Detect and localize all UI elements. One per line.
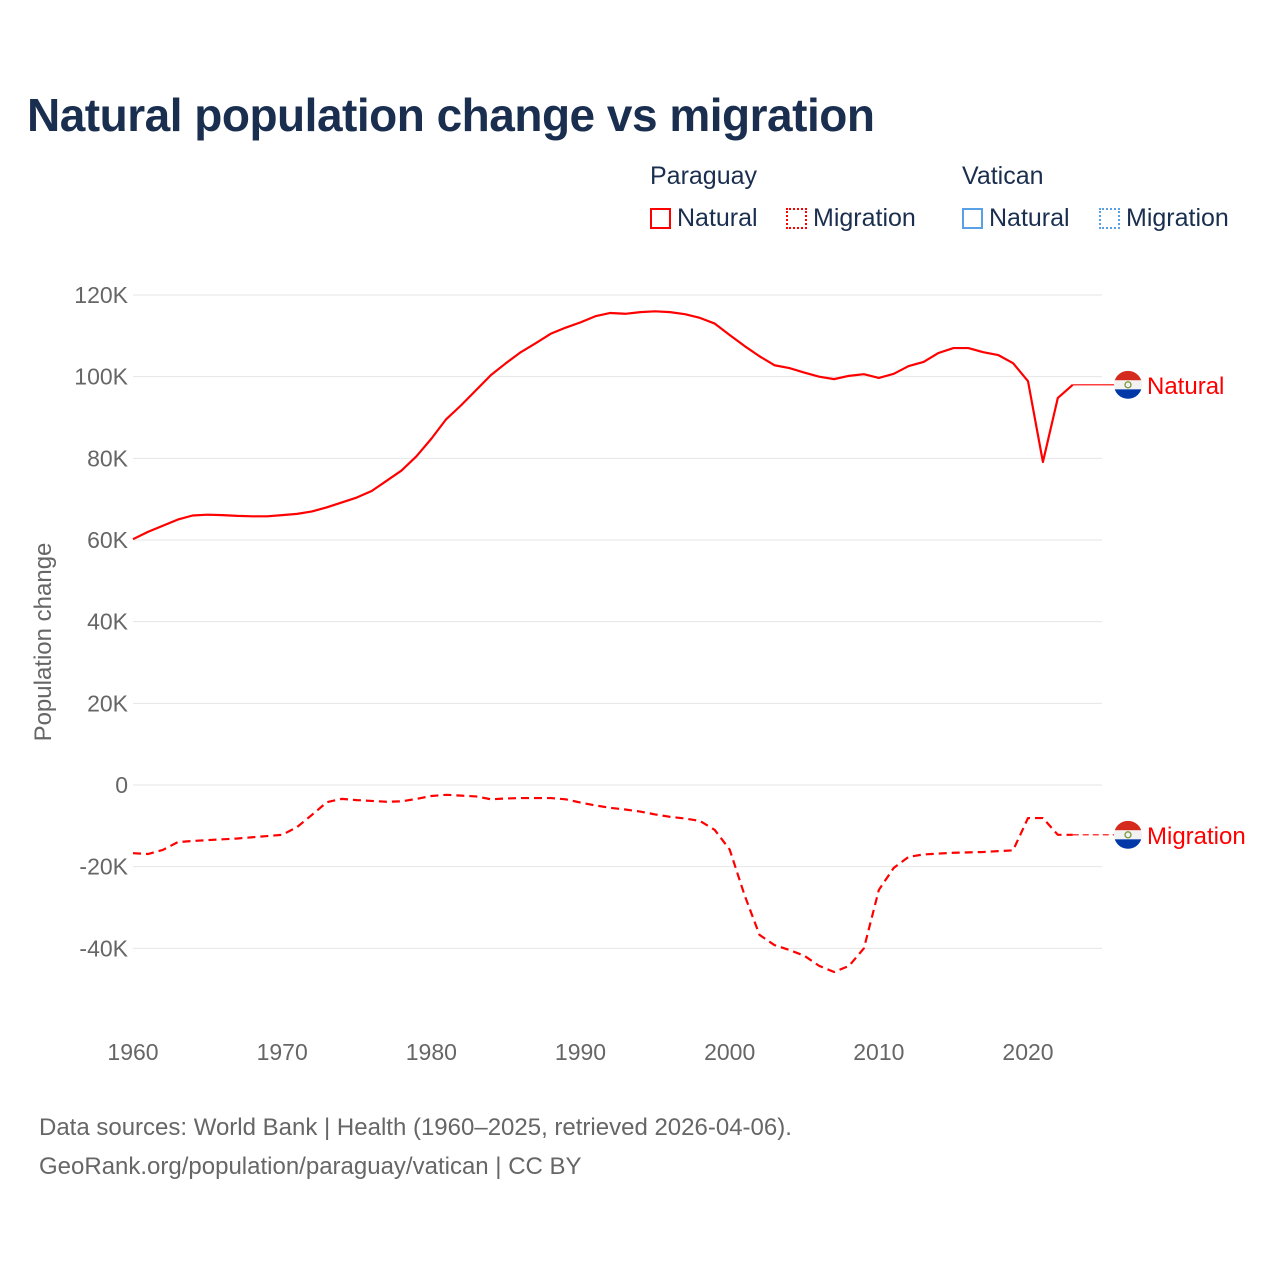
legend-label: Natural [677,204,758,232]
series-end-label: Migration [1147,823,1246,850]
legend-label: Migration [813,204,916,232]
paraguay-flag-icon [1114,820,1142,849]
y-tick-label: 100K [74,364,128,390]
x-tick-label: 2010 [853,1039,904,1065]
x-tick-label: 1960 [107,1039,158,1065]
footer-link[interactable]: GeoRank.org/population/paraguay/vatican … [39,1153,582,1180]
legend-paraguay-migration[interactable]: Migration [786,204,916,233]
y-tick-label: -40K [79,935,128,961]
footer-sources: Data sources: World Bank | Health (1960–… [39,1114,792,1141]
chart-title: Natural population change vs migration [27,89,875,141]
x-tick-label: 1970 [257,1039,308,1065]
y-tick-label: 120K [74,282,128,308]
y-tick-label: 20K [87,690,129,716]
series-end-label: Natural [1147,373,1224,400]
x-tick-label: 1990 [555,1039,606,1065]
legend-paraguay-natural[interactable]: Natural [650,204,758,233]
y-tick-label: -20K [79,854,128,880]
legend-swatch-solid [962,208,983,229]
legend-label: Migration [1126,204,1229,232]
x-tick-label: 2020 [1002,1039,1053,1065]
footer: Data sources: World Bank | Health (1960–… [39,1108,792,1186]
paraguay-flag-icon [1114,370,1142,399]
y-tick-label: 80K [87,445,129,471]
x-tick-label: 1980 [406,1039,457,1065]
x-tick-label: 2000 [704,1039,755,1065]
series-line-natural [132,310,1074,541]
y-axis-label: Population change [30,543,57,742]
legend-swatch-dotted [786,208,807,229]
legend-vatican-natural[interactable]: Natural [962,204,1070,233]
legend-group-paraguay: Paraguay [650,162,758,190]
legend-group-vatican: Vatican [962,162,1044,190]
legend-label: Natural [989,204,1070,232]
y-tick-label: 0 [115,772,128,798]
series-line-migration [132,793,1073,974]
y-tick-label: 60K [87,527,129,553]
legend-vatican-migration[interactable]: Migration [1099,204,1229,233]
legend-swatch-solid [650,208,671,229]
y-tick-label: 40K [87,609,129,635]
legend-swatch-dotted [1099,208,1120,229]
